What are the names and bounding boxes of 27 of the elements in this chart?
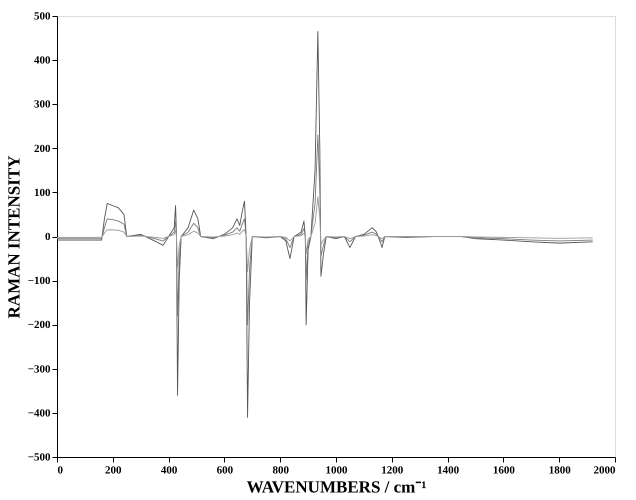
- x-tick-label: 1600: [492, 464, 516, 476]
- y-tick-label: 0: [45, 231, 51, 243]
- y-tick-label: 300: [34, 98, 51, 111]
- y-tick-label: 500: [34, 10, 51, 22]
- y-tick-label: −100: [28, 275, 51, 288]
- line-series: [56, 30, 594, 418]
- y-tick-label: −300: [28, 363, 51, 376]
- x-tick-label: 2000: [594, 464, 616, 476]
- x-axis-title: WAVENUMBERS / cm⁻¹: [246, 478, 426, 496]
- y-tick-label: 100: [34, 186, 51, 199]
- x-tick-label: 0: [58, 464, 64, 476]
- x-tick-label: 800: [272, 464, 290, 476]
- y-axis-title: RAMAN INTENSITY: [4, 156, 24, 318]
- line-series: [56, 196, 594, 272]
- x-tick-label: 1000: [326, 464, 348, 476]
- x-tick-label: 1200: [381, 464, 404, 476]
- y-tick-label: 400: [34, 54, 51, 67]
- y-tick-label: 200: [34, 142, 51, 155]
- y-tick-label: −400: [28, 407, 51, 420]
- x-tick-label: 600: [216, 464, 234, 476]
- x-tick-label: 200: [105, 464, 122, 476]
- y-tick-label: −500: [28, 452, 51, 464]
- y-tick-label: −200: [28, 319, 51, 332]
- x-tick-label: 1800: [548, 464, 572, 476]
- line-series: [56, 134, 594, 326]
- x-tick-label: 1400: [437, 464, 460, 476]
- x-tick-label: 400: [160, 464, 178, 476]
